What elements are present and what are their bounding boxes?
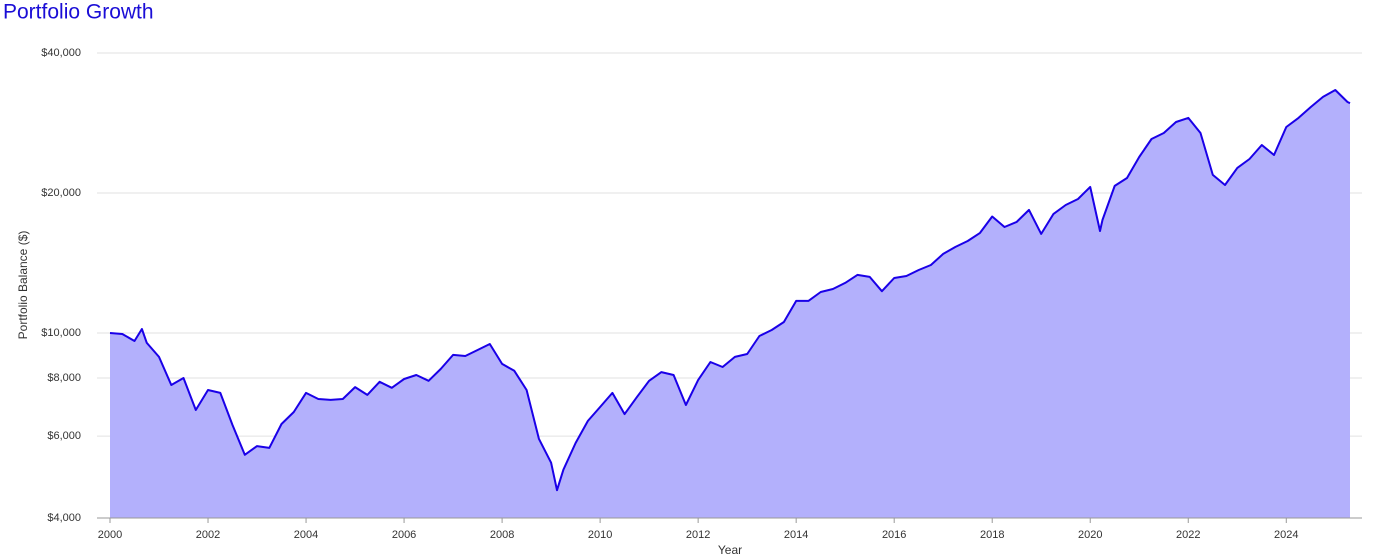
- y-tick-label: $40,000: [41, 47, 81, 59]
- line: [109, 89, 1351, 492]
- y-tick-label: $8,000: [47, 372, 81, 384]
- y-tick-label: $20,000: [41, 187, 81, 199]
- x-tick-label: 2018: [980, 529, 1004, 541]
- x-tick-label: 2008: [490, 529, 514, 541]
- x-tick-label: 2010: [588, 529, 612, 541]
- x-axis-title: Year: [718, 543, 742, 554]
- y-tick-label: $6,000: [47, 430, 81, 442]
- x-tick-label: 2012: [686, 529, 710, 541]
- y-axis-title: Portfolio Balance ($): [16, 231, 30, 340]
- x-tick-label: 2016: [882, 529, 906, 541]
- x-tick-label: 2020: [1078, 529, 1102, 541]
- x-tick-label: 2002: [196, 529, 220, 541]
- x-tick-label: 2000: [98, 529, 122, 541]
- x-tick-label: 2022: [1176, 529, 1200, 541]
- x-tick-label: 2024: [1274, 529, 1298, 541]
- area: [110, 90, 1350, 518]
- y-tick-label: $4,000: [47, 512, 81, 524]
- x-tick-label: 2006: [392, 529, 416, 541]
- x-tick-label: 2004: [294, 529, 318, 541]
- chart-title: Portfolio Growth: [3, 1, 154, 24]
- x-tick-label: 2014: [784, 529, 808, 541]
- y-tick-label: $10,000: [41, 327, 81, 339]
